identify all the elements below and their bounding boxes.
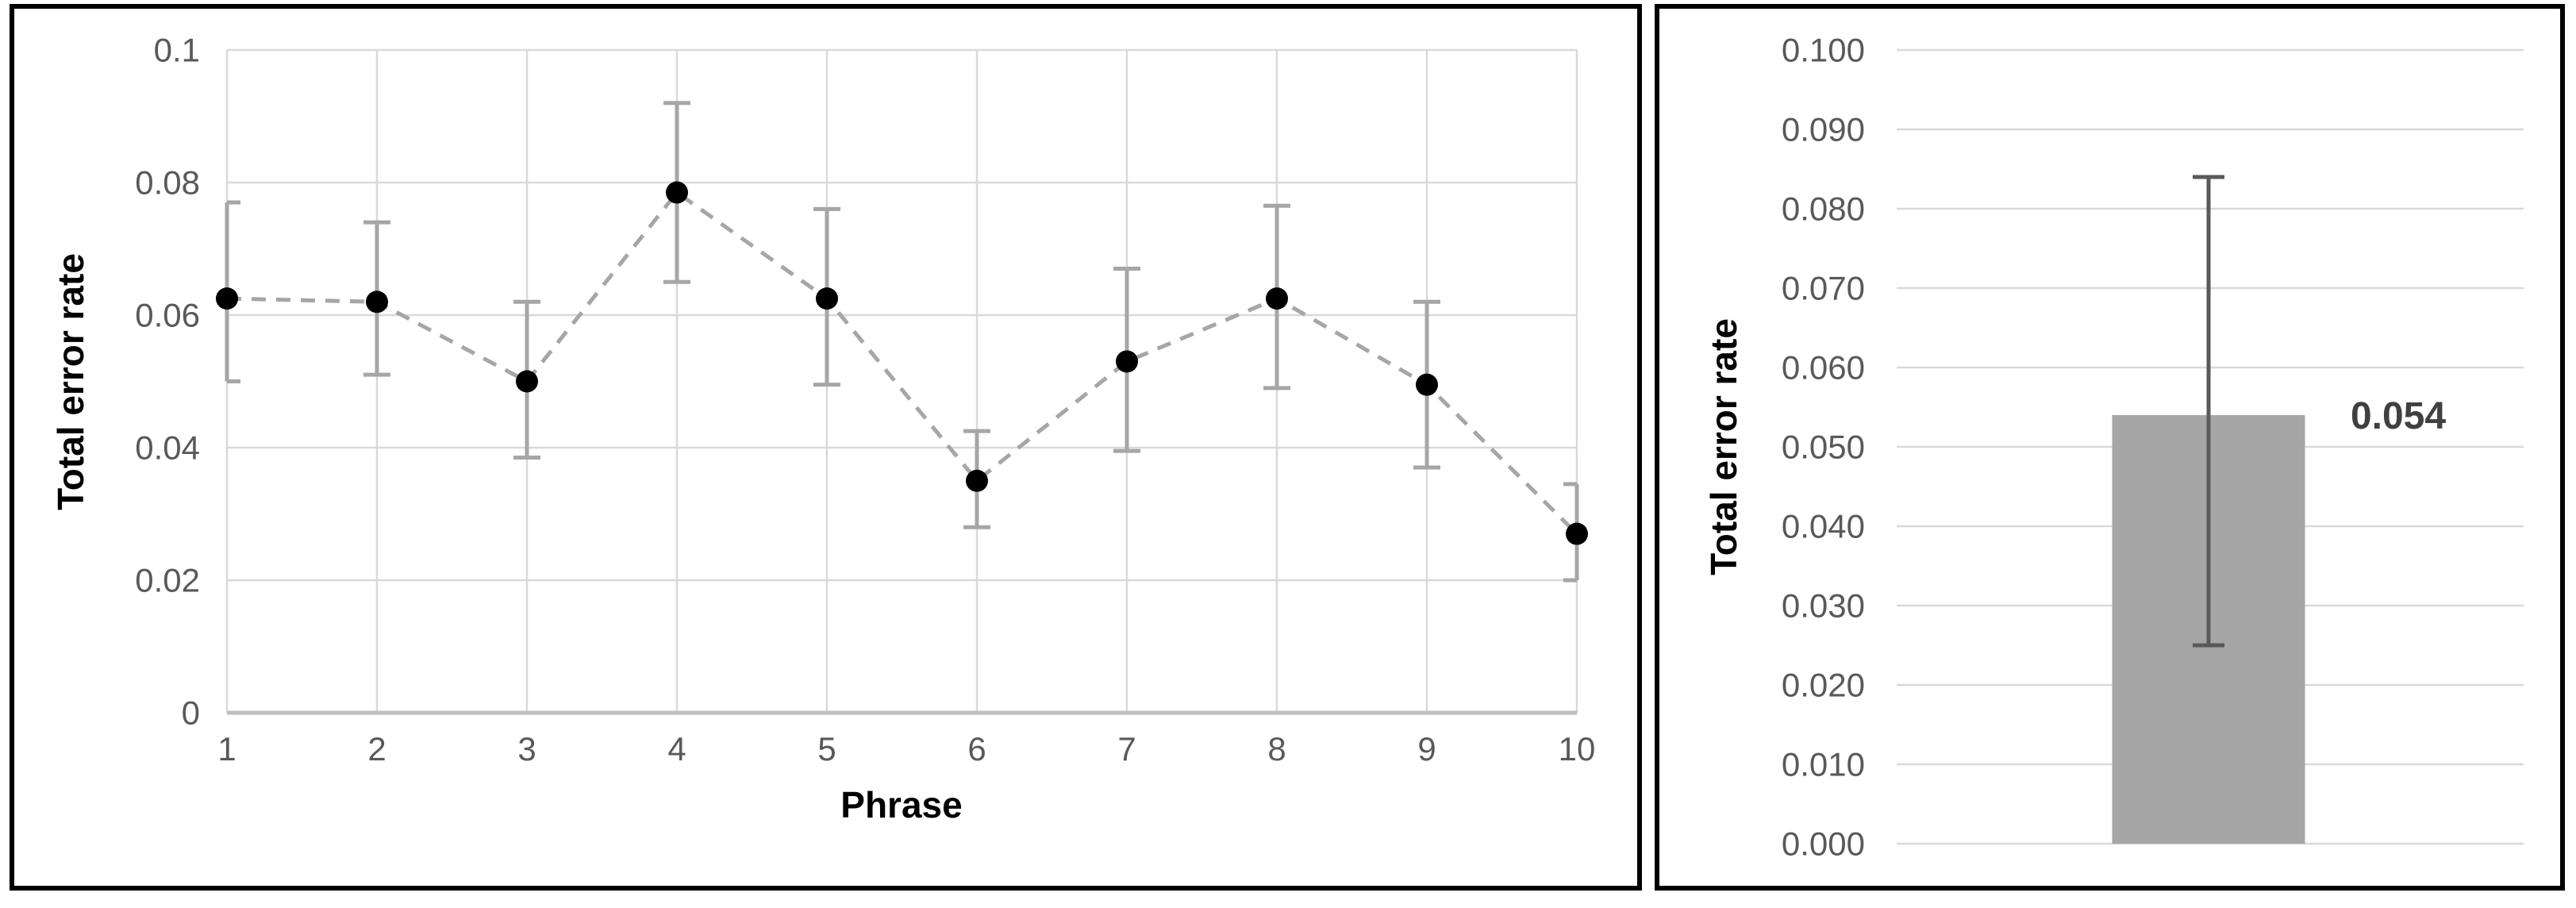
x-tick-label: 10 (1559, 730, 1596, 768)
x-tick-label: 3 (517, 730, 536, 768)
y-tick-label: 0.040 (1782, 508, 1865, 545)
line-chart-x-axis-title: Phrase (840, 784, 962, 825)
data-point-marker (366, 290, 388, 314)
x-tick-label: 6 (967, 730, 986, 768)
y-tick-label: 0.1 (154, 32, 200, 69)
x-tick-label: 8 (1267, 730, 1286, 768)
x-tick-label: 9 (1417, 730, 1436, 768)
bar-chart-panel: 0.054 0.100 0.090 0.080 0.070 0.060 0.050 0.04… (1655, 4, 2565, 891)
data-point-marker (1116, 350, 1138, 373)
data-point-marker (666, 181, 688, 204)
line-chart-tick-labels: 0.1 0.08 0.06 0.04 0.02 01 2 3 4 5 6 7 8 9 10 (135, 32, 1595, 768)
y-tick-label: 0.050 (1782, 429, 1865, 466)
data-point-marker (216, 287, 238, 310)
y-tick-label: 0.06 (135, 297, 200, 334)
x-tick-label: 5 (817, 730, 836, 768)
x-tick-label: 1 (217, 730, 236, 768)
bar-data-label: 0.054 (2351, 395, 2446, 437)
x-tick-label: 4 (667, 730, 686, 768)
data-point-marker (1416, 373, 1438, 396)
line-chart-gridlines (225, 48, 1578, 714)
y-tick-label: 0.000 (1782, 825, 1865, 863)
data-point-marker (816, 287, 838, 310)
bar-chart-y-axis-title: Total error rate (1703, 318, 1744, 575)
y-tick-label: 0.100 (1782, 32, 1865, 69)
y-tick-label: 0.010 (1782, 746, 1865, 783)
line-chart-panel: 0.1 0.08 0.06 0.04 0.02 0 1 2 3 4 5 6 7 8 9 10 Total er… (10, 4, 1642, 891)
x-tick-label: 2 (367, 730, 386, 768)
y-tick-label: 0.08 (135, 164, 200, 202)
line-chart-y-axis-title: Total error rate (50, 253, 91, 510)
y-tick-label: 0.030 (1782, 587, 1865, 625)
y-tick-label: 0.04 (135, 429, 200, 467)
bar-chart: 0.054 0.100 0.090 0.080 0.070 0.060 0.050 0.04… (1703, 32, 2524, 863)
data-point-marker (516, 370, 538, 393)
y-tick-label: 0.020 (1782, 667, 1865, 704)
x-tick-label: 7 (1117, 730, 1136, 768)
data-point-marker (1266, 287, 1288, 310)
y-tick-label: 0.080 (1782, 190, 1865, 228)
bar-chart-series: 0.054 (2112, 175, 2446, 844)
y-tick-label: 0.090 (1782, 111, 1865, 148)
line-chart-series (216, 181, 1588, 545)
y-tick-label: 0 (182, 694, 200, 732)
y-tick-label: 0.060 (1782, 349, 1865, 387)
y-tick-label: 0.02 (135, 562, 200, 599)
data-point-marker (966, 469, 988, 492)
data-point-marker (1566, 522, 1588, 545)
y-tick-label: 0.070 (1782, 270, 1865, 307)
line-chart: 0.1 0.08 0.06 0.04 0.02 01 2 3 4 5 6 7 8 9 10 Total er… (50, 32, 1595, 825)
series-dashed-line (226, 190, 1578, 536)
line-chart-error-bars (225, 101, 1579, 583)
bar-chart-tick-labels: 0.100 0.090 0.080 0.070 0.060 0.050 0.040 0.030… (1782, 32, 1865, 863)
